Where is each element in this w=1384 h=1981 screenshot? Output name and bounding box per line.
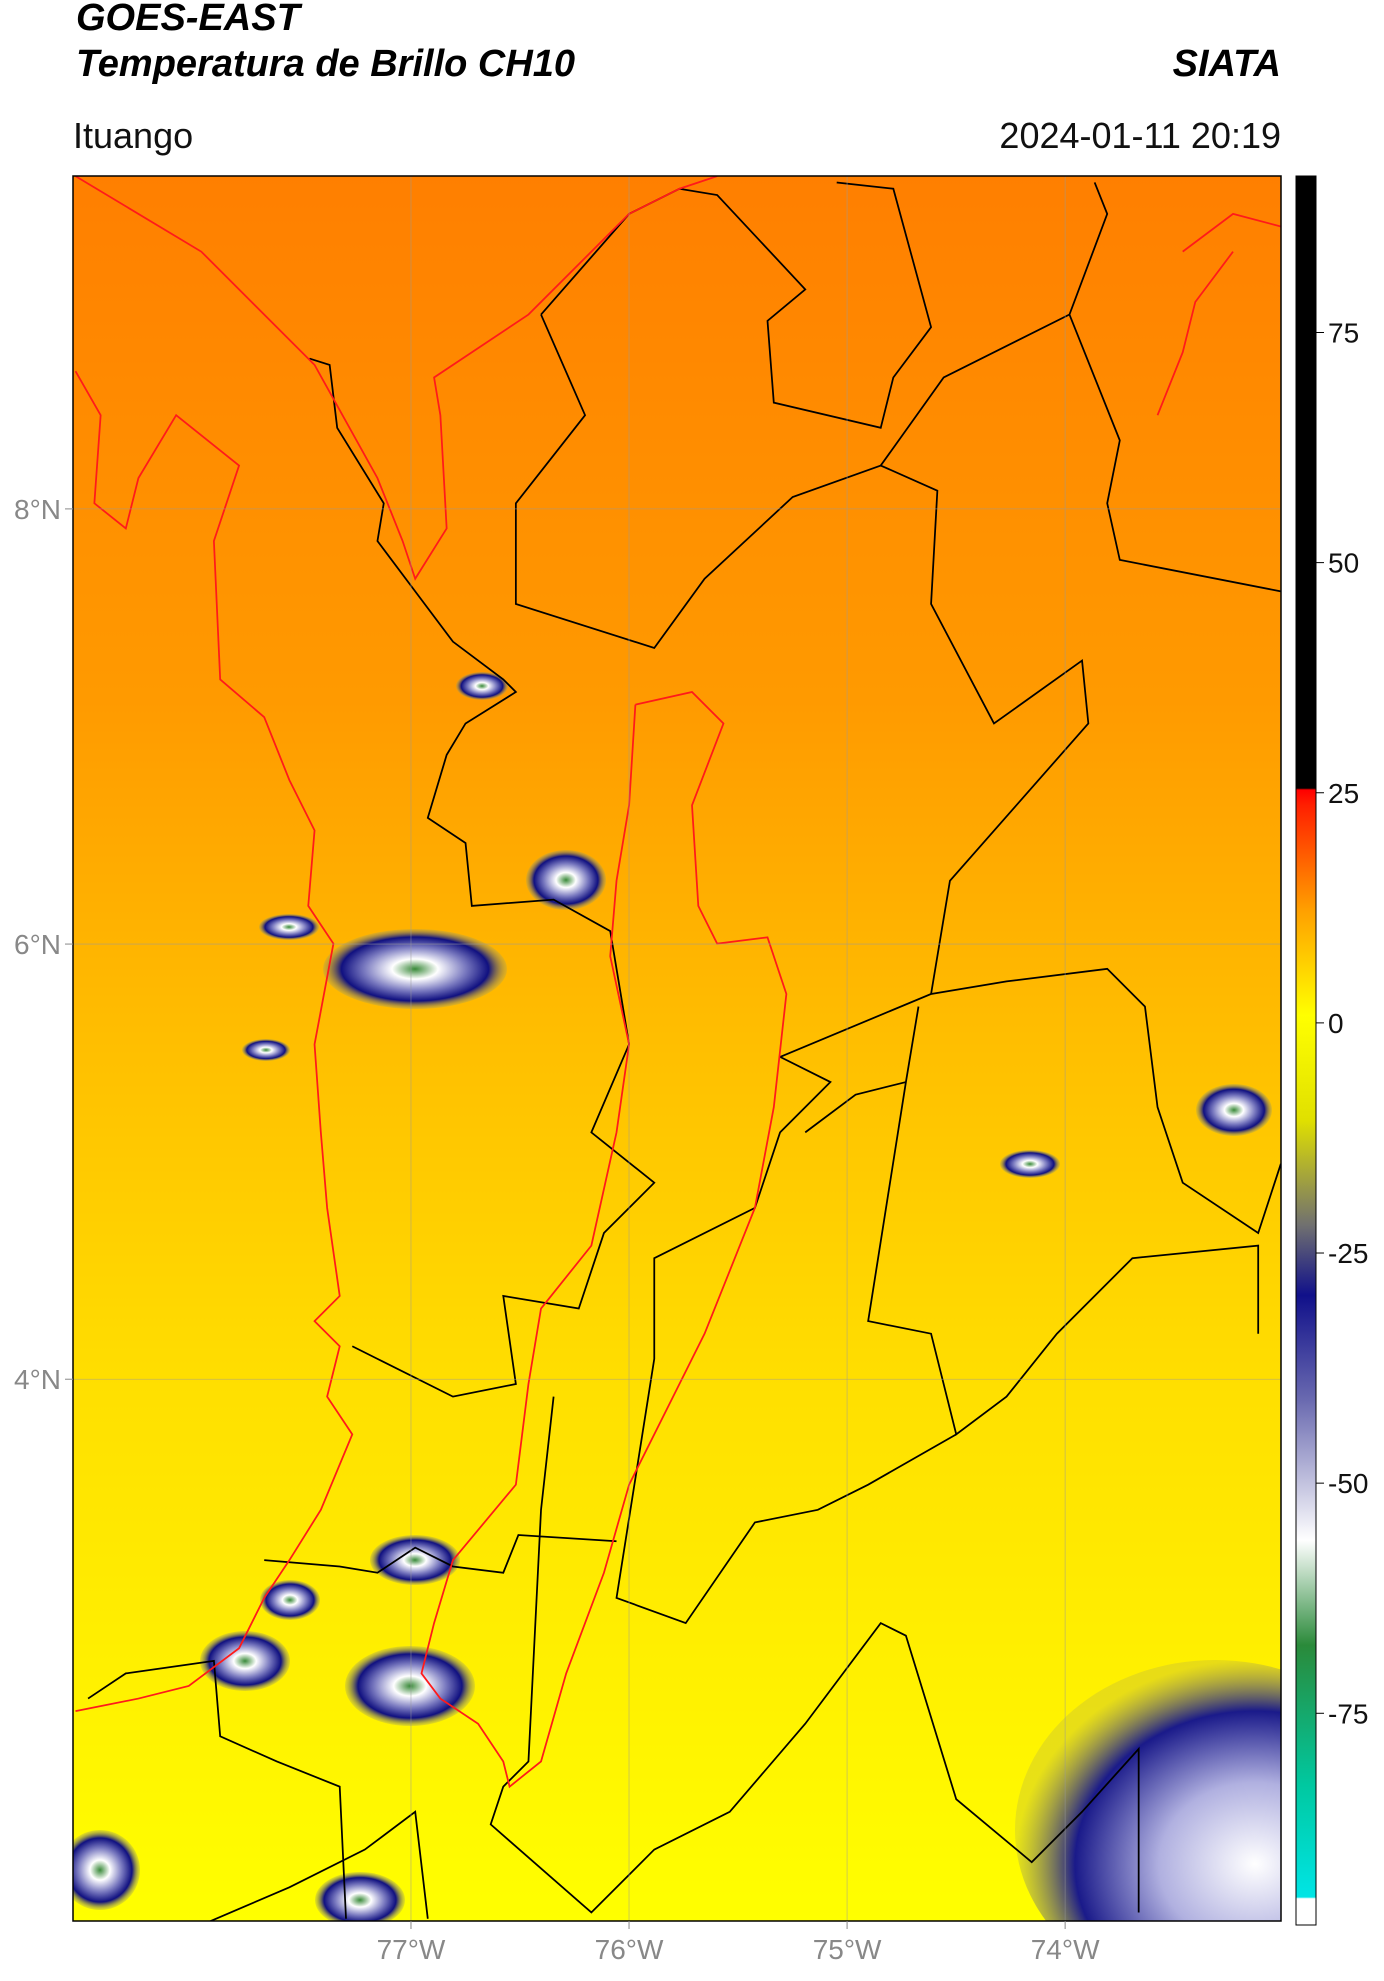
y-tick-label: 8°N <box>14 494 61 525</box>
brand: SIATA <box>1173 43 1281 85</box>
y-tick-label: 4°N <box>14 1364 61 1395</box>
tick-labels: 77°W 76°W 75°W 74°W 4°N 6°N 8°N -75 -50 -25 0 25 50 7… <box>14 317 1368 1965</box>
colorbar-tick-label: 0 <box>1328 1008 1344 1039</box>
colorbar-tick-label: 50 <box>1328 548 1359 579</box>
map-frame <box>72 175 1282 1922</box>
x-tick-label: 75°W <box>813 1934 882 1965</box>
colorbar-tick-label: -50 <box>1328 1468 1368 1499</box>
colorbar-tick-label: -75 <box>1328 1698 1368 1729</box>
x-tick-label: 77°W <box>377 1934 446 1965</box>
subtitle: Temperatura de Brillo CH10 <box>76 43 575 85</box>
datetime: 2024-01-11 20:19 <box>999 115 1281 156</box>
cloud-tops <box>73 672 1281 1921</box>
colorbar-tick-label: 75 <box>1328 317 1359 348</box>
grid <box>73 176 1281 1921</box>
x-tick-label: 76°W <box>595 1934 664 1965</box>
colorbar <box>1295 175 1317 1926</box>
x-tick-label: 74°W <box>1031 1934 1100 1965</box>
location: Ituango <box>73 115 193 156</box>
colorbar-tick-label: 25 <box>1328 778 1359 809</box>
y-tick-label: 6°N <box>14 929 61 960</box>
colorbar-tick-label: -25 <box>1328 1238 1368 1269</box>
map-area <box>73 176 1281 1921</box>
borders <box>74 176 1281 1921</box>
title: GOES-EAST <box>76 0 303 39</box>
